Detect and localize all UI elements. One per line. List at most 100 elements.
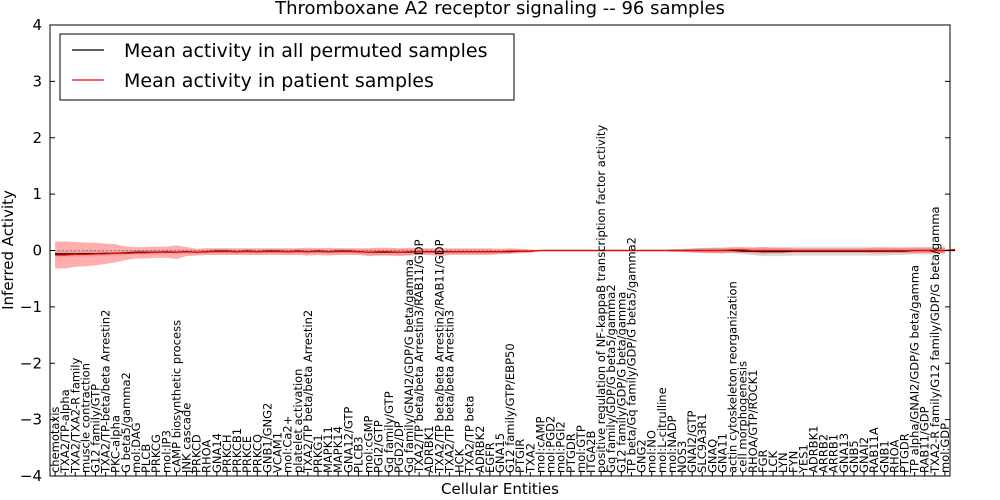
- x-tick-label: mol:GTP: [574, 425, 588, 473]
- x-tick-label: G beta5/gamma2: [119, 372, 133, 473]
- x-tick-label: PRKCB1: [230, 428, 244, 473]
- x-tick-label: Gq family/GDP/G beta5/gamma2: [604, 284, 618, 473]
- x-tick-label: G12 family/GTP/EBP50: [503, 343, 517, 473]
- x-tick-label: platelet activation: [291, 369, 305, 474]
- x-tick-label: TXA2: [523, 443, 537, 474]
- y-tick-label: 3: [32, 72, 42, 90]
- patient-band: [55, 241, 945, 269]
- x-tick-label: SLC9A3R1: [695, 413, 709, 473]
- x-tick-label: GNB1: [877, 440, 891, 473]
- x-tick-label: PRKCG: [149, 434, 163, 473]
- x-tick-label: Gq family/GNAI2/GDP/G beta/gamma: [402, 259, 416, 473]
- x-tick-label: FGR: [756, 449, 770, 473]
- x-tick-label: mol:L-citrulline: [655, 387, 669, 473]
- x-tick-label: TXA2/TP-beta/beta Arrestin2: [99, 310, 113, 474]
- x-tick-label: mol:PGD2: [544, 416, 558, 473]
- x-tick-label: JNK cascade: [180, 403, 194, 474]
- x-tick-label: TXA2/TP beta/beta Arrestin3: [442, 310, 456, 474]
- x-tick-label: chemotaxis: [48, 407, 62, 473]
- x-tick-label: PGI2/GTP: [372, 420, 386, 473]
- x-tick-label: VCAM1: [271, 432, 285, 473]
- x-tick-label: ARRB1: [827, 434, 841, 473]
- y-axis-label: Inferred Activity: [0, 190, 17, 310]
- x-tick-label: TXA2/TP beta/beta Arrestin2/RAB11/GDP: [432, 239, 446, 474]
- x-tick-label: G12 family/GTP: [89, 384, 103, 473]
- x-tick-label: PRKCE: [240, 436, 254, 473]
- y-tick-label: 4: [32, 16, 42, 34]
- x-tick-label: PKC-alpha: [109, 415, 123, 473]
- x-tick-label: TXA2/TXA2-R family: [68, 357, 82, 474]
- x-tick-label: RHOA: [200, 439, 214, 472]
- x-tick-label: HCK: [453, 448, 467, 473]
- series-line-patient: [55, 248, 956, 256]
- x-tick-label: PRKCQ: [250, 434, 264, 473]
- x-tick-label: RAB11/GDP: [918, 406, 932, 473]
- y-tick-label: 1: [32, 185, 42, 203]
- x-tick-label: cell morphogenesis: [736, 361, 750, 473]
- x-tick-label: G12 family/GDP/G beta/gamma: [614, 292, 628, 473]
- x-tick-label: cAMP biosynthetic process: [169, 320, 183, 473]
- x-axis-label: Cellular Entities: [441, 480, 559, 498]
- x-tick-label: TP alpha/GNAI2/GDP/G beta/gamma: [908, 265, 922, 474]
- x-tick-label: mol:DAG: [129, 422, 143, 473]
- x-tick-label: PTGIR: [513, 439, 527, 473]
- x-tick-label: GNA14: [210, 433, 224, 473]
- x-tick-label: YES1: [796, 444, 810, 474]
- x-tick-label: LYN: [776, 452, 790, 473]
- x-tick-label: TXA2/TP-alpha: [58, 389, 72, 474]
- x-tick-label: GNAI2: [857, 437, 871, 473]
- x-tick-label: GNA11: [716, 433, 730, 473]
- series-lines: [55, 248, 956, 256]
- y-tick-label: −3: [20, 411, 42, 429]
- legend-label-permuted: Mean activity in all permuted samples: [124, 40, 487, 62]
- x-tick-label: ADRBK1: [422, 426, 436, 473]
- y-tick-label: −1: [20, 298, 42, 316]
- x-tick-label: PTGDR: [564, 433, 578, 473]
- x-tick-label: MAPK14: [331, 426, 345, 473]
- x-tick-label: TP beta/Gq family/GDP/G beta5/gamma2: [625, 237, 639, 474]
- x-tick-label: PGD2/DP: [392, 421, 406, 473]
- x-tick-label: ARRB2: [817, 434, 831, 473]
- x-tick-label: mol:GDP: [938, 423, 952, 473]
- x-tick-label: mol:cAMP: [533, 417, 547, 473]
- x-tick-label: GNAI2/GTP: [685, 410, 699, 472]
- x-tick-label: MAPK11: [321, 426, 335, 473]
- x-tick-label: ADRBK1: [807, 426, 821, 473]
- legend-box: [59, 33, 515, 101]
- x-tick-label: Gq family/GTP: [382, 391, 396, 473]
- x-tick-label: PRKG1: [311, 434, 325, 473]
- x-tick-label: RHOA: [887, 440, 901, 473]
- x-tick-label: GNA13: [837, 433, 851, 473]
- x-tick-label: mol:NO: [645, 430, 659, 473]
- x-tick-label: mol:Ca2+: [281, 416, 295, 473]
- x-tick-label: PLCB3: [351, 436, 365, 473]
- y-tick-label: −4: [20, 467, 42, 485]
- chart-title: Thromboxane A2 receptor signaling -- 96 …: [274, 0, 725, 19]
- x-tick-label: positive regulation of NF-kappaB transcr…: [594, 125, 608, 473]
- x-tick-label: RHOA/GTP/ROCK1: [746, 369, 760, 473]
- x-tick-label: muscle contraction: [78, 363, 92, 473]
- x-tick-label: TXA2/TP beta/beta Arrestin3/RAB11/GDP: [412, 239, 426, 474]
- x-tick-label: TXA2/TP beta/beta Arrestin2: [301, 310, 315, 474]
- x-tick-label: GNA12/GTP: [341, 407, 355, 473]
- x-tick-label: TXA2-R family/G12 family/GDP/G beta/gamm…: [928, 206, 942, 474]
- x-tick-label: PRKCH: [220, 435, 234, 474]
- x-tick-label: GNAQ: [705, 439, 719, 473]
- x-tick-label: mol:NADP: [665, 415, 679, 473]
- x-tick-label: mol:cGMP: [362, 415, 376, 472]
- x-tick-label: RAB11A: [867, 427, 881, 473]
- x-tick-label: FYN: [786, 451, 800, 473]
- x-tick-label: GNB5: [847, 440, 861, 473]
- x-tick-label: GNG2: [635, 439, 649, 473]
- x-tick-label: LCK: [766, 451, 780, 473]
- x-tick-label: ITGA2B: [584, 430, 598, 473]
- x-tick-label: PRKCD: [190, 434, 204, 473]
- x-tick-label: PLCB: [139, 444, 153, 473]
- y-tick-label: 2: [32, 129, 42, 147]
- x-tick-label: NOS3: [675, 441, 689, 473]
- legend-label-patient: Mean activity in patient samples: [124, 70, 434, 92]
- y-tick-label: 0: [32, 242, 42, 260]
- x-tick-label: mol:IP3: [159, 430, 173, 473]
